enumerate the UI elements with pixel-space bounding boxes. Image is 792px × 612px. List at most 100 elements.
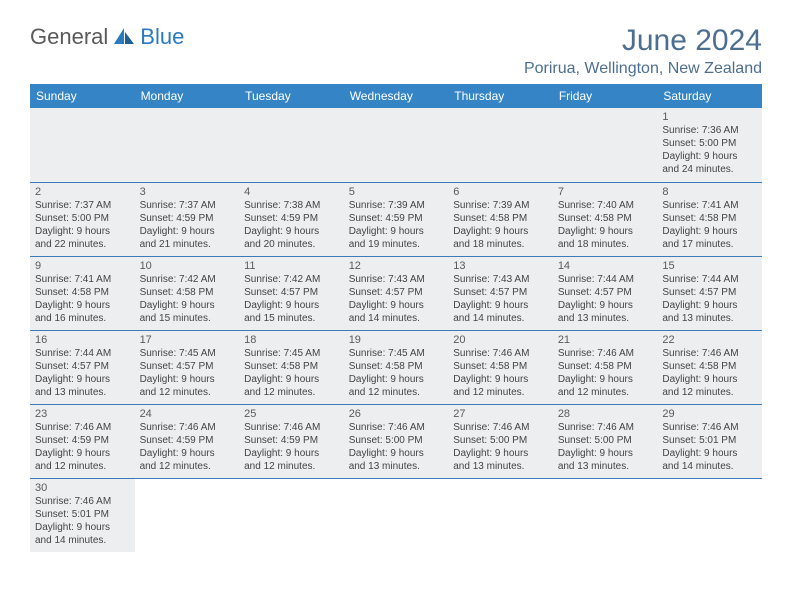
- day-number: 26: [349, 408, 444, 420]
- calendar-cell: 25Sunrise: 7:46 AMSunset: 4:59 PMDayligh…: [239, 404, 344, 478]
- brand-part1: General: [30, 24, 108, 50]
- calendar-cell: 15Sunrise: 7:44 AMSunset: 4:57 PMDayligh…: [657, 256, 762, 330]
- sunrise-text: Sunrise: 7:42 AM: [244, 273, 339, 286]
- calendar-cell: 21Sunrise: 7:46 AMSunset: 4:58 PMDayligh…: [553, 330, 658, 404]
- calendar-cell: 23Sunrise: 7:46 AMSunset: 4:59 PMDayligh…: [30, 404, 135, 478]
- daylight-text: and 22 minutes.: [35, 238, 130, 251]
- daylight-text: and 13 minutes.: [453, 460, 548, 473]
- daylight-text: and 21 minutes.: [140, 238, 235, 251]
- day-number: 30: [35, 482, 130, 494]
- calendar-cell: 28Sunrise: 7:46 AMSunset: 5:00 PMDayligh…: [553, 404, 658, 478]
- daylight-text: Daylight: 9 hours: [35, 225, 130, 238]
- sunrise-text: Sunrise: 7:42 AM: [140, 273, 235, 286]
- calendar-cell: 8Sunrise: 7:41 AMSunset: 4:58 PMDaylight…: [657, 182, 762, 256]
- sunset-text: Sunset: 4:59 PM: [349, 212, 444, 225]
- daylight-text: and 13 minutes.: [558, 460, 653, 473]
- day-number: 9: [35, 260, 130, 272]
- daylight-text: Daylight: 9 hours: [453, 373, 548, 386]
- calendar-cell: 26Sunrise: 7:46 AMSunset: 5:00 PMDayligh…: [344, 404, 449, 478]
- calendar-cell: 17Sunrise: 7:45 AMSunset: 4:57 PMDayligh…: [135, 330, 240, 404]
- calendar-cell: 3Sunrise: 7:37 AMSunset: 4:59 PMDaylight…: [135, 182, 240, 256]
- day-number: 20: [453, 334, 548, 346]
- daylight-text: and 12 minutes.: [558, 386, 653, 399]
- daylight-text: Daylight: 9 hours: [558, 373, 653, 386]
- sunset-text: Sunset: 4:58 PM: [140, 286, 235, 299]
- calendar-cell: [30, 108, 135, 182]
- sunset-text: Sunset: 4:59 PM: [35, 434, 130, 447]
- daylight-text: and 12 minutes.: [349, 386, 444, 399]
- calendar-cell: [448, 108, 553, 182]
- sunrise-text: Sunrise: 7:40 AM: [558, 199, 653, 212]
- daylight-text: Daylight: 9 hours: [35, 373, 130, 386]
- sunset-text: Sunset: 4:57 PM: [453, 286, 548, 299]
- calendar-cell: 7Sunrise: 7:40 AMSunset: 4:58 PMDaylight…: [553, 182, 658, 256]
- daylight-text: and 14 minutes.: [662, 460, 757, 473]
- sunrise-text: Sunrise: 7:44 AM: [35, 347, 130, 360]
- calendar-cell: 27Sunrise: 7:46 AMSunset: 5:00 PMDayligh…: [448, 404, 553, 478]
- daylight-text: Daylight: 9 hours: [349, 373, 444, 386]
- daylight-text: and 18 minutes.: [558, 238, 653, 251]
- brand-part2: Blue: [140, 24, 184, 50]
- day-number: 3: [140, 186, 235, 198]
- sunset-text: Sunset: 5:00 PM: [662, 137, 757, 150]
- daylight-text: Daylight: 9 hours: [349, 447, 444, 460]
- title-block: June 2024 Porirua, Wellington, New Zeala…: [524, 24, 762, 78]
- calendar-table: Sunday Monday Tuesday Wednesday Thursday…: [30, 84, 762, 552]
- sunset-text: Sunset: 4:57 PM: [140, 360, 235, 373]
- day-number: 29: [662, 408, 757, 420]
- calendar-cell: 14Sunrise: 7:44 AMSunset: 4:57 PMDayligh…: [553, 256, 658, 330]
- calendar-row: 1Sunrise: 7:36 AMSunset: 5:00 PMDaylight…: [30, 108, 762, 182]
- day-number: 6: [453, 186, 548, 198]
- daylight-text: and 14 minutes.: [35, 534, 130, 547]
- daylight-text: and 12 minutes.: [453, 386, 548, 399]
- day-number: 24: [140, 408, 235, 420]
- day-number: 16: [35, 334, 130, 346]
- day-number: 7: [558, 186, 653, 198]
- sunrise-text: Sunrise: 7:45 AM: [140, 347, 235, 360]
- daylight-text: and 13 minutes.: [349, 460, 444, 473]
- sunset-text: Sunset: 4:58 PM: [558, 212, 653, 225]
- sunset-text: Sunset: 5:01 PM: [35, 508, 130, 521]
- daylight-text: Daylight: 9 hours: [140, 373, 235, 386]
- daylight-text: Daylight: 9 hours: [244, 447, 339, 460]
- calendar-cell: 13Sunrise: 7:43 AMSunset: 4:57 PMDayligh…: [448, 256, 553, 330]
- daylight-text: and 12 minutes.: [35, 460, 130, 473]
- sunset-text: Sunset: 4:59 PM: [244, 434, 339, 447]
- day-number: 21: [558, 334, 653, 346]
- daylight-text: and 17 minutes.: [662, 238, 757, 251]
- calendar-cell: [344, 478, 449, 552]
- calendar-cell: 6Sunrise: 7:39 AMSunset: 4:58 PMDaylight…: [448, 182, 553, 256]
- day-number: 23: [35, 408, 130, 420]
- sunset-text: Sunset: 4:58 PM: [244, 360, 339, 373]
- sunset-text: Sunset: 5:01 PM: [662, 434, 757, 447]
- sunrise-text: Sunrise: 7:37 AM: [140, 199, 235, 212]
- calendar-cell: 24Sunrise: 7:46 AMSunset: 4:59 PMDayligh…: [135, 404, 240, 478]
- daylight-text: and 13 minutes.: [558, 312, 653, 325]
- sunrise-text: Sunrise: 7:46 AM: [140, 421, 235, 434]
- day-number: 17: [140, 334, 235, 346]
- daylight-text: and 12 minutes.: [140, 386, 235, 399]
- sunrise-text: Sunrise: 7:46 AM: [558, 421, 653, 434]
- daylight-text: Daylight: 9 hours: [140, 225, 235, 238]
- daylight-text: and 24 minutes.: [662, 163, 757, 176]
- day-number: 11: [244, 260, 339, 272]
- daylight-text: Daylight: 9 hours: [453, 299, 548, 312]
- sunrise-text: Sunrise: 7:44 AM: [558, 273, 653, 286]
- day-number: 4: [244, 186, 339, 198]
- daylight-text: Daylight: 9 hours: [244, 225, 339, 238]
- sail-icon: [114, 28, 136, 46]
- calendar-row: 2Sunrise: 7:37 AMSunset: 5:00 PMDaylight…: [30, 182, 762, 256]
- location: Porirua, Wellington, New Zealand: [524, 60, 762, 78]
- weekday-header: Sunday: [30, 84, 135, 108]
- sunrise-text: Sunrise: 7:36 AM: [662, 124, 757, 137]
- sunset-text: Sunset: 4:58 PM: [558, 360, 653, 373]
- day-number: 5: [349, 186, 444, 198]
- daylight-text: Daylight: 9 hours: [558, 299, 653, 312]
- daylight-text: and 14 minutes.: [453, 312, 548, 325]
- daylight-text: Daylight: 9 hours: [662, 447, 757, 460]
- sunset-text: Sunset: 4:57 PM: [558, 286, 653, 299]
- sunrise-text: Sunrise: 7:45 AM: [349, 347, 444, 360]
- brand-logo: General Blue: [30, 24, 184, 50]
- sunrise-text: Sunrise: 7:46 AM: [244, 421, 339, 434]
- day-number: 2: [35, 186, 130, 198]
